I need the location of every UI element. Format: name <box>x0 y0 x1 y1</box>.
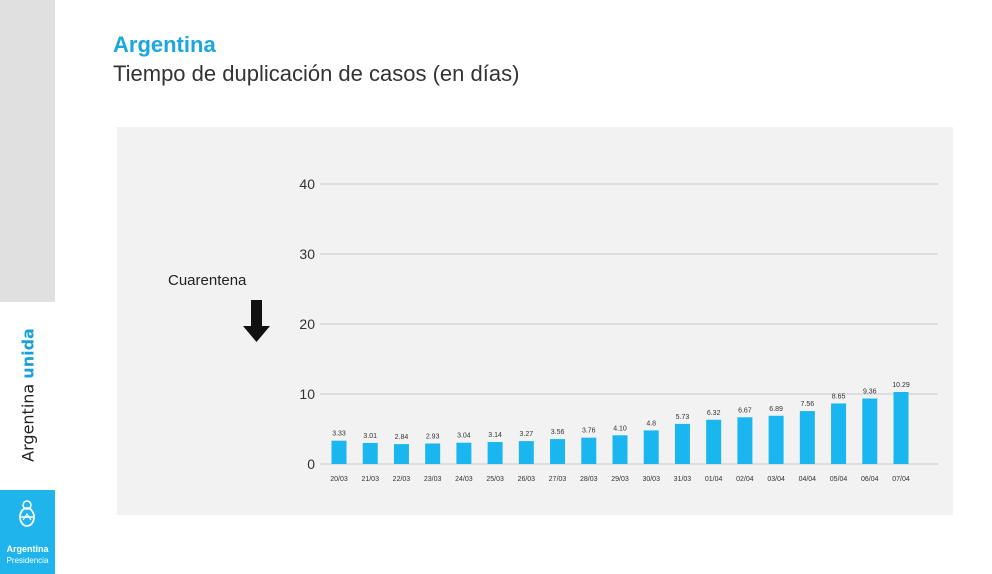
brand-part2: unida <box>18 328 38 379</box>
bar <box>831 403 847 464</box>
x-tick-label: 05/04 <box>830 476 848 483</box>
data-label: 3.33 <box>332 431 346 438</box>
x-tick-label: 26/03 <box>518 476 536 483</box>
y-tick-label: 30 <box>299 246 315 262</box>
data-label: 4.8 <box>646 420 656 427</box>
bar <box>862 398 878 464</box>
x-tick-label: 04/04 <box>799 476 817 483</box>
data-label: 5.73 <box>676 414 690 421</box>
x-tick-label: 06/04 <box>861 476 879 483</box>
data-label: 3.27 <box>520 431 534 438</box>
x-tick-label: 20/03 <box>330 476 348 483</box>
x-tick-label: 24/03 <box>455 476 473 483</box>
x-tick-label: 30/03 <box>642 476 660 483</box>
x-tick-label: 21/03 <box>361 476 379 483</box>
bar <box>331 440 347 464</box>
bar <box>737 417 753 464</box>
bar <box>362 442 378 464</box>
x-tick-label: 25/03 <box>486 476 504 483</box>
x-tick-label: 02/04 <box>736 476 754 483</box>
x-tick-label: 01/04 <box>705 476 723 483</box>
brand-vertical: Argentina unida <box>19 328 38 462</box>
sidebar: Argentina unida Argentina Presidencia <box>0 0 55 574</box>
bar <box>612 435 628 464</box>
data-label: 10.29 <box>892 382 910 389</box>
x-tick-label: 23/03 <box>424 476 442 483</box>
x-tick-label: 22/03 <box>393 476 411 483</box>
data-label: 3.01 <box>363 433 377 440</box>
data-label: 4.10 <box>613 425 627 432</box>
sidebar-gray-block <box>0 0 55 302</box>
y-tick-label: 20 <box>299 316 315 332</box>
data-label: 8.65 <box>832 393 846 400</box>
logo-subtitle: Presidencia <box>6 556 49 565</box>
bar <box>768 415 784 464</box>
data-label: 6.89 <box>769 406 783 413</box>
data-label: 3.76 <box>582 428 596 435</box>
bar <box>487 442 503 464</box>
bar <box>456 442 472 464</box>
arrow-down-icon <box>243 300 270 342</box>
brand-part1: Argentina <box>18 383 38 462</box>
x-tick-label: 07/04 <box>892 476 910 483</box>
bar-chart: 0 10 20 30 40 3.33 20/03 3.01 21/03 2.84 22/03 2.93… <box>299 176 938 483</box>
data-label: 3.14 <box>488 432 502 439</box>
x-tick-label: 03/04 <box>767 476 785 483</box>
cuarentena-label: Cuarentena <box>168 272 247 289</box>
bar <box>518 441 534 464</box>
data-label: 6.67 <box>738 407 752 414</box>
x-tick-label: 29/03 <box>611 476 629 483</box>
x-tick-label: 27/03 <box>549 476 567 483</box>
presidencia-logo: Argentina Presidencia <box>0 490 55 574</box>
y-tick-label: 40 <box>299 176 315 192</box>
data-label: 6.32 <box>707 410 721 417</box>
data-label: 2.84 <box>395 434 409 441</box>
logo-title: Argentina <box>6 544 49 554</box>
data-label: 7.56 <box>801 401 815 408</box>
cuarentena-annotation: Cuarentena <box>168 272 270 342</box>
data-label: 2.93 <box>426 433 440 440</box>
bar <box>643 430 659 464</box>
x-tick-label: 31/03 <box>674 476 692 483</box>
page-title: Argentina <box>113 32 216 57</box>
coat-of-arms-icon <box>19 500 35 527</box>
bar <box>799 411 815 464</box>
bar <box>893 391 909 464</box>
page-subtitle: Tiempo de duplicación de casos (en días) <box>113 61 520 86</box>
data-label: 3.04 <box>457 433 471 440</box>
bar <box>550 439 566 464</box>
bar <box>674 423 690 464</box>
data-label: 3.56 <box>551 429 565 436</box>
bar <box>393 444 409 464</box>
bar <box>425 443 441 464</box>
y-tick-label: 10 <box>299 386 315 402</box>
y-tick-label: 0 <box>307 456 315 472</box>
bar <box>706 419 722 464</box>
data-label: 9.36 <box>863 388 877 395</box>
bar <box>581 437 597 464</box>
x-tick-label: 28/03 <box>580 476 598 483</box>
